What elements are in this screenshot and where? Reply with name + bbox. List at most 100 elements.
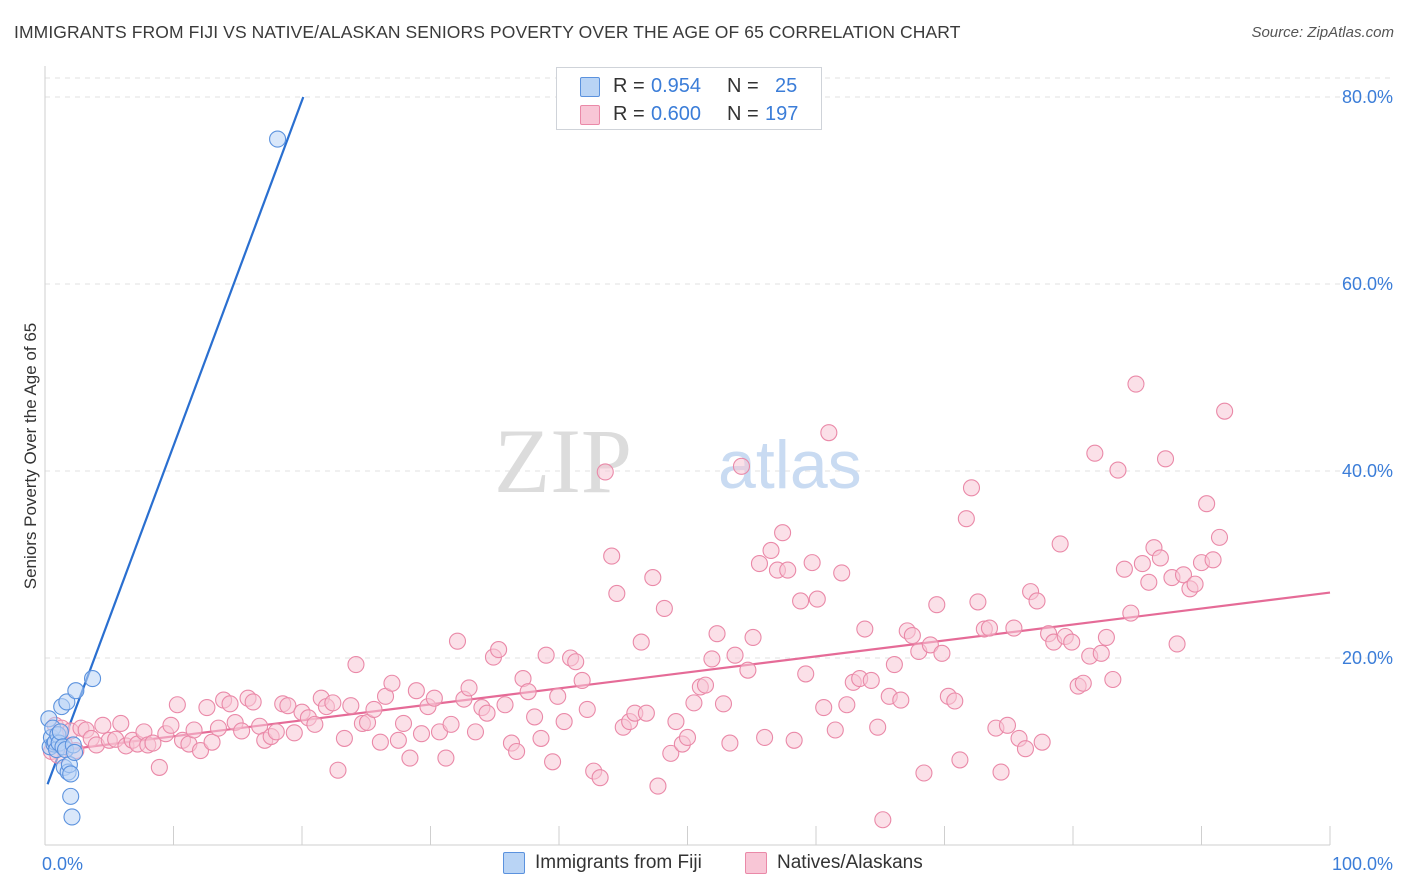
legend-r-value: 0.600 <box>651 103 702 125</box>
data-point-pink <box>94 716 112 734</box>
data-point-pink <box>244 693 262 711</box>
legend-label-natives: Natives/Alaskans <box>777 852 923 873</box>
data-point-pink <box>1028 592 1046 610</box>
data-point-pink <box>508 742 526 761</box>
legend-swatch-blue <box>503 852 525 874</box>
data-point-pink <box>425 689 443 707</box>
data-point-pink <box>703 650 721 668</box>
data-point-pink <box>608 584 626 603</box>
data-point-pink <box>1115 560 1133 578</box>
data-point-pink <box>774 524 792 542</box>
data-point-pink <box>573 671 591 689</box>
data-point-pink <box>1216 402 1234 420</box>
stats-legend: R = 0.954 N = 25 R = 0.600 N = 197 <box>556 67 822 130</box>
data-point-pink <box>1133 555 1151 573</box>
data-point-pink <box>267 723 285 741</box>
data-point-pink <box>792 592 810 610</box>
data-point-pink <box>549 687 567 705</box>
data-point-pink <box>1186 575 1204 593</box>
data-point-pink <box>603 547 621 565</box>
data-point-pink <box>856 620 874 638</box>
legend-swatch-blue <box>580 77 600 97</box>
data-point-pink <box>750 555 769 573</box>
y-tick-label: 60.0% <box>1342 274 1393 294</box>
data-point-pink <box>1122 604 1140 622</box>
data-point-pink <box>838 696 856 714</box>
legend-r-label: R = <box>613 103 645 125</box>
data-point-pink <box>532 729 550 747</box>
data-point-pink <box>221 695 239 713</box>
data-point-pink <box>324 694 342 712</box>
data-point-blue <box>62 787 80 805</box>
data-point-blue <box>66 743 84 761</box>
legend-row-fiji: R = 0.954 N = 25 <box>557 73 821 101</box>
y-tick-label: 40.0% <box>1342 461 1393 481</box>
data-point-pink <box>478 704 496 722</box>
data-point-pink <box>596 463 614 481</box>
data-point-pink <box>537 646 555 664</box>
data-point-pink <box>567 653 585 671</box>
data-point-pink <box>951 751 969 769</box>
data-point-pink <box>519 683 537 701</box>
data-point-pink <box>833 564 851 582</box>
data-point-pink <box>903 627 921 645</box>
data-point-pink <box>1086 444 1104 462</box>
data-point-pink <box>637 704 655 722</box>
data-point-pink <box>998 716 1017 734</box>
data-point-blue <box>63 808 81 826</box>
data-point-pink <box>233 722 251 740</box>
data-point-pink <box>1063 633 1081 651</box>
data-point-pink <box>714 695 733 713</box>
data-point-blue <box>67 682 85 700</box>
data-point-pink <box>496 696 514 714</box>
data-point-pink <box>644 569 662 587</box>
data-point-pink <box>203 733 221 751</box>
y-axis-title: Seniors Poverty Over the Age of 65 <box>21 322 40 590</box>
data-point-pink <box>150 758 168 776</box>
data-point-pink <box>466 723 485 741</box>
data-point-pink <box>1097 628 1115 646</box>
data-point-blue <box>269 130 287 148</box>
data-point-pink <box>962 479 981 497</box>
data-point-pink <box>544 753 562 771</box>
data-point-pink <box>335 729 353 747</box>
data-point-pink <box>185 721 203 739</box>
legend-swatch-pink <box>745 852 767 874</box>
data-point-pink <box>739 661 757 679</box>
data-point-pink <box>279 697 297 715</box>
legend-n-value: 25 <box>775 75 798 97</box>
data-point-pink <box>820 424 838 442</box>
data-point-pink <box>946 692 964 710</box>
data-point-pink <box>885 655 903 674</box>
data-point-pink <box>1016 740 1035 758</box>
data-point-blue <box>51 723 69 741</box>
data-point-pink <box>1210 528 1229 546</box>
data-point-pink <box>1174 566 1193 584</box>
data-point-pink <box>144 734 162 752</box>
data-point-pink <box>708 625 726 643</box>
data-point-pink <box>649 777 667 795</box>
legend-n-label: N = <box>727 103 759 125</box>
legend-swatch-pink <box>580 105 600 125</box>
y-tick-label: 80.0% <box>1342 87 1393 107</box>
data-point-pink <box>655 599 673 617</box>
data-point-pink <box>1092 644 1110 662</box>
data-point-pink <box>1140 573 1158 591</box>
data-point-pink <box>957 510 975 528</box>
data-point-blue <box>62 765 80 783</box>
trendline-blue <box>46 96 305 785</box>
data-point-pink <box>371 733 389 751</box>
data-point-pink <box>1168 635 1186 653</box>
data-point-pink <box>1204 551 1222 569</box>
x-tick-label: 0.0% <box>42 854 83 874</box>
data-point-pink <box>383 674 401 692</box>
data-point-pink <box>869 718 887 736</box>
legend-label-fiji: Immigrants from Fiji <box>535 852 702 873</box>
data-point-pink <box>162 716 180 734</box>
data-point-pink <box>401 749 419 767</box>
data-point-pink <box>460 679 478 697</box>
data-point-pink <box>685 694 703 712</box>
data-point-pink <box>662 744 680 762</box>
data-point-pink <box>969 593 987 611</box>
x-tick-label: 100.0% <box>1332 854 1393 874</box>
